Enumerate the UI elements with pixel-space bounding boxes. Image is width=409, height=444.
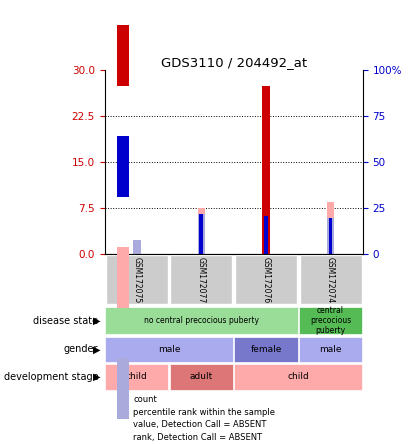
Bar: [199, 214, 203, 254]
Text: GSM172077: GSM172077: [196, 257, 205, 303]
Bar: [105, 307, 297, 334]
Bar: [261, 86, 269, 254]
Text: female: female: [249, 345, 281, 354]
Bar: [234, 255, 296, 305]
Bar: [133, 240, 140, 254]
Title: GDS3110 / 204492_at: GDS3110 / 204492_at: [160, 56, 306, 69]
Text: rank, Detection Call = ABSENT: rank, Detection Call = ABSENT: [133, 433, 262, 442]
Text: ▶: ▶: [93, 372, 100, 382]
Bar: [328, 218, 332, 254]
Text: disease state: disease state: [33, 316, 98, 325]
Text: male: male: [319, 345, 341, 354]
Text: count: count: [133, 395, 157, 404]
Bar: [263, 216, 267, 254]
Bar: [326, 202, 334, 254]
Text: male: male: [157, 345, 180, 354]
Text: GSM172076: GSM172076: [261, 257, 270, 303]
Text: adult: adult: [189, 373, 213, 381]
Text: value, Detection Call = ABSENT: value, Detection Call = ABSENT: [133, 420, 266, 429]
Bar: [133, 241, 140, 254]
Text: development stage: development stage: [4, 372, 98, 382]
Bar: [105, 364, 168, 390]
Bar: [234, 364, 361, 390]
Text: percentile rank within the sample: percentile rank within the sample: [133, 408, 274, 416]
Bar: [326, 218, 334, 254]
Bar: [298, 337, 361, 362]
Bar: [170, 255, 232, 305]
Bar: [298, 307, 361, 334]
Bar: [261, 86, 269, 254]
Text: no central precocious puberty: no central precocious puberty: [144, 316, 258, 325]
Text: ▶: ▶: [93, 345, 100, 354]
Text: child: child: [287, 373, 308, 381]
Text: central
precocious
puberty: central precocious puberty: [309, 305, 351, 336]
Bar: [197, 208, 205, 254]
Bar: [106, 255, 167, 305]
Text: child: child: [126, 373, 147, 381]
Bar: [299, 255, 361, 305]
Text: GSM172074: GSM172074: [325, 257, 334, 303]
Bar: [234, 337, 297, 362]
Text: GSM172075: GSM172075: [132, 257, 141, 303]
Bar: [169, 364, 232, 390]
Text: ▶: ▶: [93, 316, 100, 325]
Text: gender: gender: [64, 345, 98, 354]
Bar: [197, 214, 205, 254]
Bar: [105, 337, 232, 362]
